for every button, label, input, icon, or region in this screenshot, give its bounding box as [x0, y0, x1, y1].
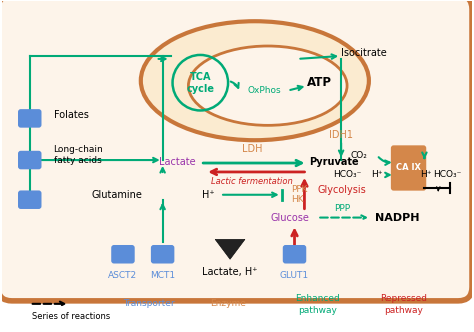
FancyBboxPatch shape	[112, 246, 134, 263]
FancyBboxPatch shape	[283, 246, 305, 263]
Text: ATP: ATP	[307, 76, 332, 89]
Text: Glycolysis: Glycolysis	[317, 185, 366, 195]
Text: Transporter: Transporter	[123, 299, 174, 308]
Text: H⁺: H⁺	[202, 190, 215, 200]
FancyBboxPatch shape	[19, 191, 41, 208]
Text: Enhanced: Enhanced	[295, 294, 340, 303]
Text: Long-chain
fatty acids: Long-chain fatty acids	[54, 145, 103, 165]
Text: NADPH: NADPH	[375, 212, 419, 222]
Text: H⁺: H⁺	[371, 170, 383, 179]
Text: OxPhos: OxPhos	[248, 86, 282, 95]
Text: Lactic fermentation: Lactic fermentation	[211, 177, 293, 186]
Text: Isocitrate: Isocitrate	[341, 48, 387, 58]
FancyBboxPatch shape	[392, 146, 425, 190]
Text: Glucose: Glucose	[270, 212, 309, 222]
Text: Glutamine: Glutamine	[91, 190, 142, 200]
FancyBboxPatch shape	[0, 0, 472, 301]
Text: ASCT2: ASCT2	[109, 271, 137, 280]
Text: Lactate, H⁺: Lactate, H⁺	[202, 267, 258, 277]
Text: Folates: Folates	[54, 111, 89, 121]
Text: pathway: pathway	[298, 306, 337, 315]
Ellipse shape	[141, 21, 369, 140]
Text: TCA
cycle: TCA cycle	[186, 72, 214, 94]
Text: IDH1: IDH1	[329, 130, 353, 140]
Ellipse shape	[188, 46, 347, 125]
Text: MCT1: MCT1	[150, 271, 175, 280]
Polygon shape	[215, 239, 245, 259]
Text: HK: HK	[292, 195, 304, 204]
Text: HCO₃⁻: HCO₃⁻	[333, 170, 361, 179]
Text: Pyruvate: Pyruvate	[310, 157, 359, 167]
Text: Enzyme: Enzyme	[210, 299, 246, 308]
Text: Lactate: Lactate	[159, 157, 195, 167]
FancyBboxPatch shape	[152, 246, 173, 263]
Text: PPP: PPP	[334, 204, 350, 212]
Text: pathway: pathway	[384, 306, 423, 315]
Text: GLUT1: GLUT1	[280, 271, 309, 280]
Text: Series of reactions: Series of reactions	[32, 312, 110, 321]
Text: H⁺: H⁺	[420, 170, 432, 179]
Text: CO₂: CO₂	[351, 151, 367, 160]
Text: CA IX: CA IX	[396, 163, 421, 173]
Text: PFK: PFK	[292, 185, 308, 194]
Text: LDH: LDH	[242, 144, 262, 154]
Text: Repressed: Repressed	[380, 294, 427, 303]
Text: HCO₃⁻: HCO₃⁻	[433, 170, 462, 179]
FancyBboxPatch shape	[19, 152, 41, 168]
FancyBboxPatch shape	[19, 110, 41, 127]
